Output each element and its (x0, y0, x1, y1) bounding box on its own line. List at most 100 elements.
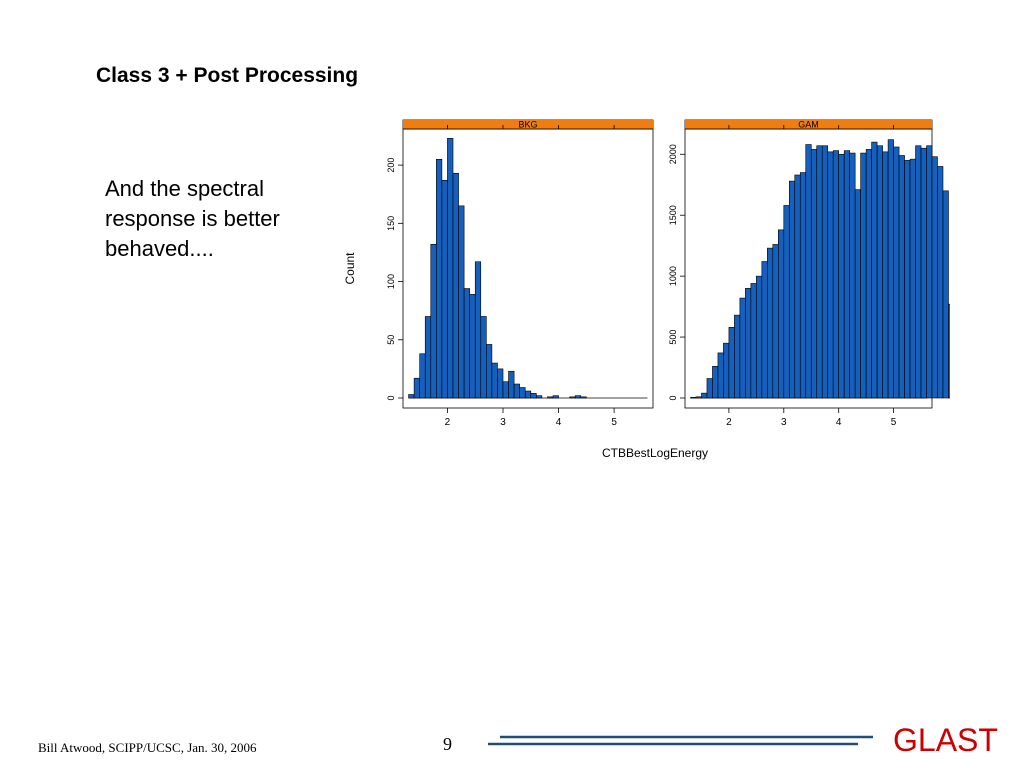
bar (794, 174, 801, 399)
bar (745, 288, 752, 399)
bar (750, 283, 757, 399)
body-line-2: response is better (105, 206, 280, 231)
bar (865, 149, 872, 399)
bar (717, 352, 724, 399)
bar (497, 368, 504, 399)
bar (739, 297, 746, 399)
panel-gam: GAM 2 3 4 5 0 500 1000 1500 2000 (668, 120, 950, 428)
bar (530, 393, 537, 399)
y-tick-label: 1000 (668, 266, 678, 286)
bar (926, 145, 933, 399)
bar (832, 150, 839, 399)
bar (931, 156, 938, 399)
page-number: 9 (443, 734, 452, 754)
footer-credit: Bill Atwood, SCIPP/UCSC, Jan. 30, 2006 (38, 740, 257, 755)
bar (574, 395, 582, 399)
y-axis-title: Count (343, 252, 357, 285)
bar (419, 353, 426, 399)
bar (486, 344, 493, 399)
bar (756, 275, 763, 399)
body-line-1: And the spectral (105, 176, 264, 201)
bar (887, 139, 894, 399)
bar (876, 145, 883, 399)
slide-title: Class 3 + Post Processing (96, 64, 359, 87)
bar (690, 397, 697, 399)
bar (502, 381, 509, 399)
bar (447, 138, 454, 399)
bar (728, 327, 735, 399)
x-tick-label: 2 (726, 417, 732, 428)
y-tick-label: 100 (386, 274, 396, 289)
bar (854, 189, 861, 399)
bar (805, 144, 812, 399)
bar (524, 390, 532, 399)
bar (463, 288, 470, 399)
bar (430, 243, 437, 399)
strip-label: BKG (518, 120, 537, 130)
glast-logo: GLAST (893, 722, 998, 758)
bar (893, 146, 900, 399)
bar (942, 190, 949, 399)
x-tick-label: 3 (500, 417, 506, 428)
bar (480, 316, 487, 399)
y-tick-label: 1500 (668, 205, 678, 225)
bar (734, 314, 741, 399)
bar (783, 205, 790, 399)
y-tick-label: 50 (386, 335, 396, 345)
bar (871, 141, 878, 399)
x-axis-title: CTBBestLogEnergy (602, 446, 708, 460)
bar (915, 145, 922, 399)
y-tick-label: 150 (386, 216, 396, 231)
footer-rule (488, 735, 873, 746)
bar (948, 303, 950, 399)
bar (816, 145, 823, 399)
bar (701, 392, 708, 399)
bar (937, 166, 944, 399)
y-tick-label: 2000 (668, 144, 678, 164)
x-tick-label: 5 (611, 417, 617, 428)
bar (547, 396, 554, 399)
bar (712, 366, 719, 399)
bar (920, 147, 927, 399)
bar (909, 158, 916, 399)
bar (408, 394, 415, 399)
bar (799, 172, 807, 399)
bar (723, 342, 730, 399)
x-tick-label: 5 (891, 417, 897, 428)
bar (491, 362, 498, 399)
bar (772, 244, 779, 399)
bar (898, 155, 905, 399)
bar (469, 294, 476, 399)
plot-frame (402, 128, 654, 409)
bar (810, 149, 818, 399)
strip-fill (685, 120, 932, 129)
bar (474, 261, 482, 399)
bar (761, 261, 768, 399)
bar (436, 158, 443, 399)
bar (424, 316, 432, 399)
y-tick-label: 0 (668, 395, 678, 400)
bar (849, 152, 856, 399)
bar (569, 396, 576, 399)
y-tick-label: 0 (386, 395, 396, 400)
bar (536, 395, 543, 399)
bar (821, 145, 829, 399)
strip-label: GAM (798, 120, 819, 130)
bar (838, 153, 845, 399)
bar (413, 377, 420, 399)
bar (452, 172, 459, 399)
bar (513, 383, 520, 399)
bar (552, 395, 559, 399)
bar (441, 179, 448, 399)
bar (778, 229, 785, 399)
bar (860, 152, 867, 399)
x-tick-label: 3 (781, 417, 787, 428)
strip-fill (403, 120, 653, 129)
body-line-3: behaved.... (105, 236, 214, 261)
bar (904, 160, 911, 399)
y-tick-label: 200 (386, 158, 396, 173)
y-tick-label: 500 (668, 330, 678, 345)
bar (508, 370, 515, 399)
